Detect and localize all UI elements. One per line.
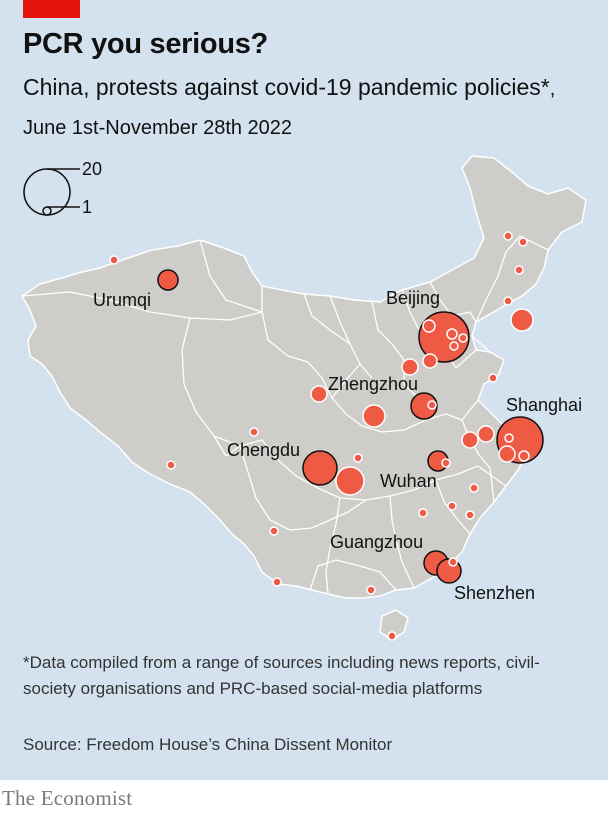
bubble-sichuan-b bbox=[353, 453, 363, 463]
bubble-zhengzhou-b bbox=[427, 400, 437, 410]
china-map: 20 1 bbox=[21, 155, 587, 641]
label-guangzhou: Guangzhou bbox=[330, 532, 423, 552]
legend-label-min: 1 bbox=[82, 197, 92, 217]
label-wuhan: Wuhan bbox=[380, 471, 437, 491]
bubble-shenzhen-b bbox=[448, 557, 458, 567]
city-labels: Urumqi Beijing Zhengzhou Shanghai Chengd… bbox=[93, 288, 582, 603]
hainan-island bbox=[379, 609, 409, 641]
bubble-hainan bbox=[387, 631, 397, 641]
bubble-shanghai-c bbox=[518, 450, 530, 462]
bubble-wuhan-b bbox=[441, 458, 451, 468]
chart-title: PCR you serious? bbox=[23, 28, 268, 60]
bubble-jilin bbox=[514, 265, 524, 275]
bubble-liaoning-a bbox=[503, 296, 513, 306]
bubble-urumqi bbox=[157, 269, 179, 291]
bubble-tibet bbox=[166, 460, 176, 470]
bubble-shaanxi bbox=[310, 385, 328, 403]
label-shenzhen: Shenzhen bbox=[454, 583, 535, 603]
bubble-zhengzhou bbox=[410, 392, 438, 420]
bubble-anhui-a bbox=[477, 425, 495, 443]
bubble-sichuan-a bbox=[249, 427, 259, 437]
legend-label-max: 20 bbox=[82, 159, 102, 179]
bubble-guangxi bbox=[366, 585, 376, 595]
bubble-shanghai-b bbox=[498, 445, 516, 463]
bubble-hunan-b bbox=[447, 501, 457, 511]
bubble-anhui-b bbox=[461, 431, 479, 449]
bubble-hebei bbox=[401, 358, 419, 376]
mainland-china bbox=[21, 155, 587, 599]
label-zhengzhou: Zhengzhou bbox=[328, 374, 418, 394]
bubble-henan-west bbox=[362, 404, 386, 428]
bubble-yunnan-a bbox=[269, 526, 279, 536]
legend-circle-small bbox=[42, 206, 52, 216]
bubble-hunan-c bbox=[418, 508, 428, 518]
source-line: Source: Freedom House’s China Dissent Mo… bbox=[23, 735, 393, 754]
protest-bubbles bbox=[109, 231, 544, 641]
bubble-shanghai-a bbox=[504, 433, 514, 443]
bubble-heilongjiang-b bbox=[518, 237, 528, 247]
legend-circle-large bbox=[23, 168, 71, 216]
label-beijing: Beijing bbox=[386, 288, 440, 308]
brand-red-tab bbox=[23, 0, 80, 18]
bubble-shandong bbox=[488, 373, 498, 383]
bubble-liaoning-b bbox=[510, 308, 534, 332]
label-urumqi: Urumqi bbox=[93, 290, 151, 310]
economist-logo-text: The Economist bbox=[2, 786, 133, 810]
bubble-hunan-a bbox=[469, 483, 479, 493]
subtitle-main: China, protests against covid-19 pandemi… bbox=[23, 74, 550, 100]
bubble-heilongjiang-a bbox=[503, 231, 513, 241]
bubble-chengdu bbox=[302, 450, 338, 486]
bubble-tianjin bbox=[422, 353, 438, 369]
bubble-xinjiang-north bbox=[109, 255, 119, 265]
bubble-fujian bbox=[465, 510, 475, 520]
subtitle-dates: , June 1st-November 28th 2022 bbox=[23, 78, 556, 139]
label-chengdu: Chengdu bbox=[227, 440, 300, 460]
label-shanghai: Shanghai bbox=[506, 395, 582, 415]
footnote: *Data compiled from a range of sources i… bbox=[23, 653, 540, 698]
bubble-beijing-d bbox=[449, 341, 459, 351]
size-legend: 20 1 bbox=[23, 159, 102, 217]
bubble-beijing-b bbox=[446, 328, 458, 340]
bubble-yunnan-b bbox=[272, 577, 282, 587]
bubble-beijing-c bbox=[458, 333, 468, 343]
chart-subtitle: China, protests against covid-19 pandemi… bbox=[23, 69, 583, 147]
bubble-chongqing bbox=[335, 466, 365, 496]
bubble-beijing-a bbox=[422, 319, 436, 333]
